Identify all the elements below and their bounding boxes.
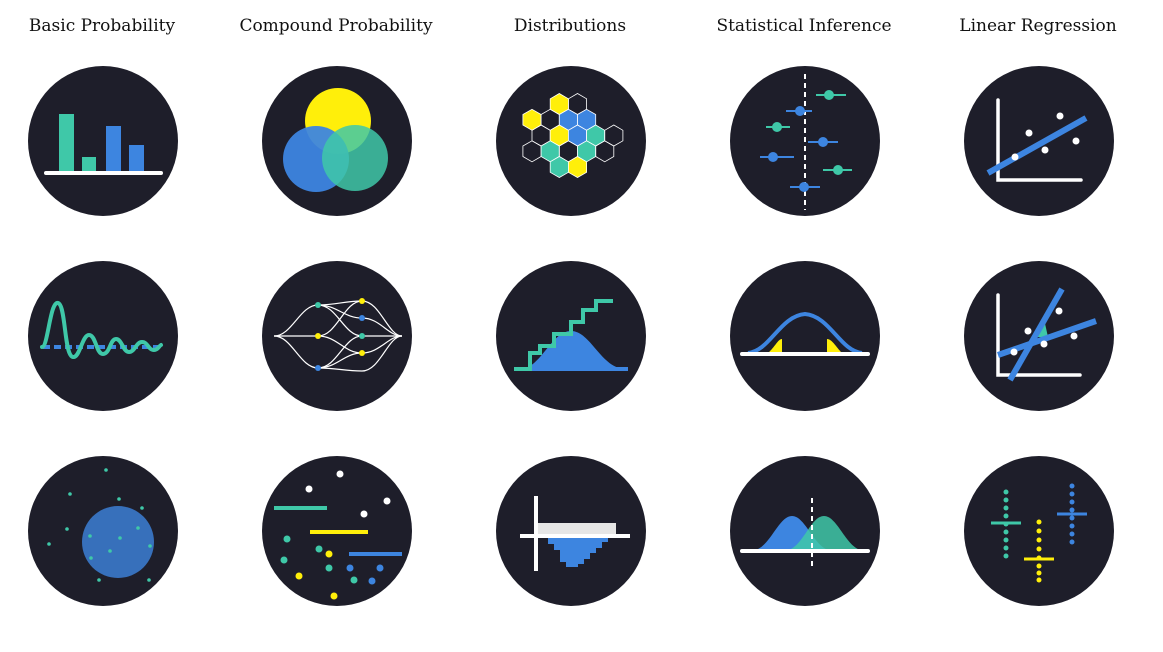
group-means-icon — [964, 456, 1114, 606]
venn-diagram-icon — [262, 66, 412, 216]
column-title-statistical-inference: Statistical Inference — [716, 16, 892, 36]
hexagon-cell — [568, 156, 587, 178]
tile-compound-probability-venn[interactable] — [262, 66, 412, 216]
bell-curve-tails-icon — [730, 261, 880, 411]
tile-basic-probability-bars[interactable] — [28, 66, 178, 216]
tile-basic-probability-wave[interactable] — [28, 261, 178, 411]
tile-linear-regression-compare[interactable] — [964, 261, 1114, 411]
tile-statistical-inference-intervals[interactable] — [730, 66, 880, 216]
tile-distributions-hexagons[interactable] — [496, 66, 646, 216]
confidence-interval-icon — [730, 66, 880, 216]
tile-basic-probability-sampling[interactable] — [28, 456, 178, 606]
bar-chart-icon — [28, 66, 178, 216]
probability-tree-icon — [262, 261, 412, 411]
column-title-basic-probability: Basic Probability — [28, 16, 176, 36]
hypothesis-test-icon — [730, 456, 880, 606]
damped-wave-icon — [28, 261, 178, 411]
histogram-icon — [496, 456, 646, 606]
column-title-compound-probability: Compound Probability — [239, 16, 433, 36]
tile-linear-regression-scatter[interactable] — [964, 66, 1114, 216]
tile-distributions-cdf[interactable] — [496, 261, 646, 411]
tile-statistical-inference-two-bells[interactable] — [730, 456, 880, 606]
tile-compound-probability-scatter[interactable] — [262, 456, 412, 606]
multiple-regression-icon — [964, 261, 1114, 411]
column-title-distributions: Distributions — [513, 16, 627, 36]
tile-distributions-histogram[interactable] — [496, 456, 646, 606]
regression-line-icon — [964, 66, 1114, 216]
hexagon-grid-icon — [496, 66, 646, 216]
random-sampling-icon — [28, 456, 178, 606]
cdf-curve-icon — [496, 261, 646, 411]
scatter-bars-icon — [262, 456, 412, 606]
hexagon-cell — [595, 140, 615, 163]
column-title-linear-regression: Linear Regression — [959, 16, 1117, 36]
tile-linear-regression-groups[interactable] — [964, 456, 1114, 606]
tile-statistical-inference-tails[interactable] — [730, 261, 880, 411]
tile-compound-probability-tree[interactable] — [262, 261, 412, 411]
